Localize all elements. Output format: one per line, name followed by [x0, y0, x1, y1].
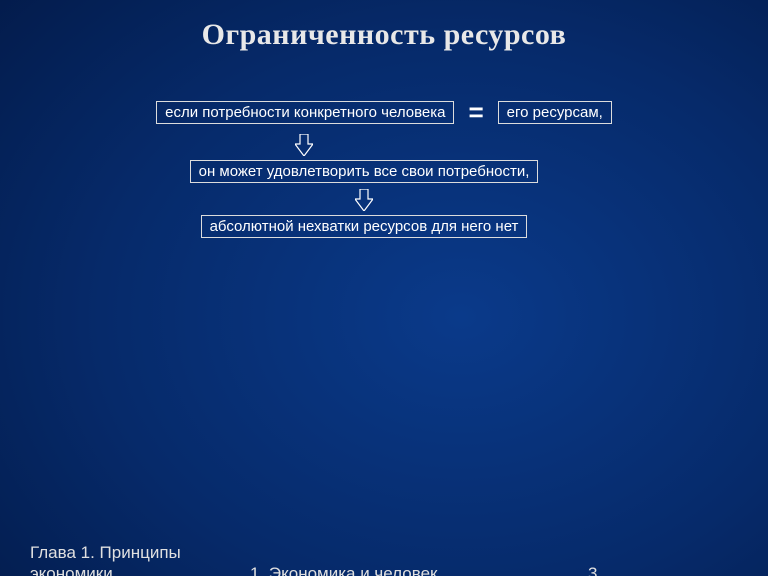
box-resources: его ресурсам, [498, 101, 612, 124]
row-consequence-2: абсолютной нехватки ресурсов для него не… [0, 215, 768, 238]
footer-section: 1. Экономика и человек [240, 564, 588, 576]
diagram-area: если потребности конкретного человека = … [0, 97, 768, 238]
down-arrow-icon [355, 189, 373, 211]
footer-page-number: 3 [588, 564, 768, 576]
slide-title: Ограниченность ресурсов [0, 18, 768, 52]
row-consequence-1: он может удовлетворить все свои потребно… [0, 160, 768, 183]
box-satisfy: он может удовлетворить все свои потребно… [190, 160, 539, 183]
slide-footer: Глава 1. Принципы экономики 1. Экономика… [0, 542, 768, 576]
arrow-2-wrap [0, 189, 768, 211]
equals-symbol: = [468, 97, 483, 128]
box-no-shortage: абсолютной нехватки ресурсов для него не… [201, 215, 528, 238]
arrow-1-wrap [0, 134, 768, 156]
footer-chapter: Глава 1. Принципы экономики [0, 542, 240, 576]
row-premise: если потребности конкретного человека = … [0, 97, 768, 128]
box-needs: если потребности конкретного человека [156, 101, 454, 124]
down-arrow-icon [295, 134, 313, 156]
